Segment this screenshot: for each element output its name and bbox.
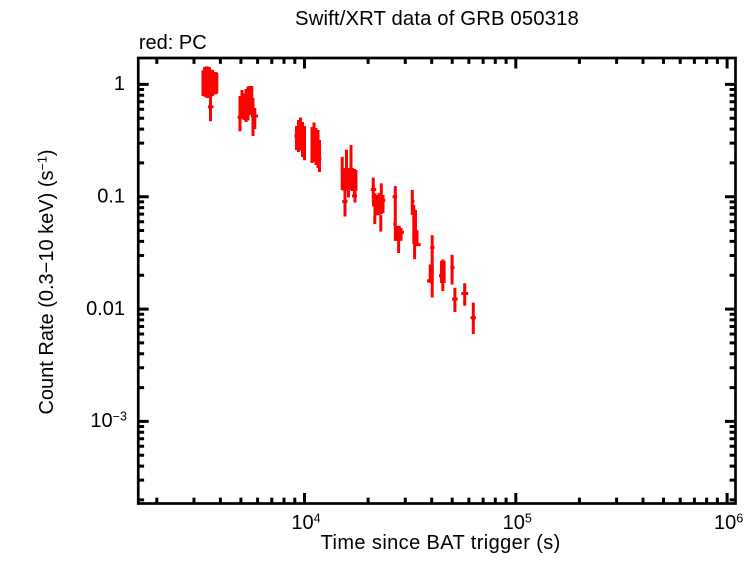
- svg-text:104: 104: [291, 512, 320, 534]
- svg-text:Swift/XRT data of GRB 050318: Swift/XRT data of GRB 050318: [295, 8, 579, 30]
- svg-text:105: 105: [503, 512, 532, 534]
- svg-text:0.01: 0.01: [86, 298, 125, 320]
- svg-text:Time since BAT trigger (s): Time since BAT trigger (s): [321, 532, 561, 554]
- svg-text:Count Rate (0.3−10 keV) (s−1): Count Rate (0.3−10 keV) (s−1): [36, 149, 58, 414]
- svg-text:0.1: 0.1: [97, 186, 125, 208]
- svg-text:106: 106: [714, 512, 743, 534]
- svg-text:1: 1: [114, 73, 125, 95]
- svg-text:red: PC: red: PC: [139, 32, 207, 54]
